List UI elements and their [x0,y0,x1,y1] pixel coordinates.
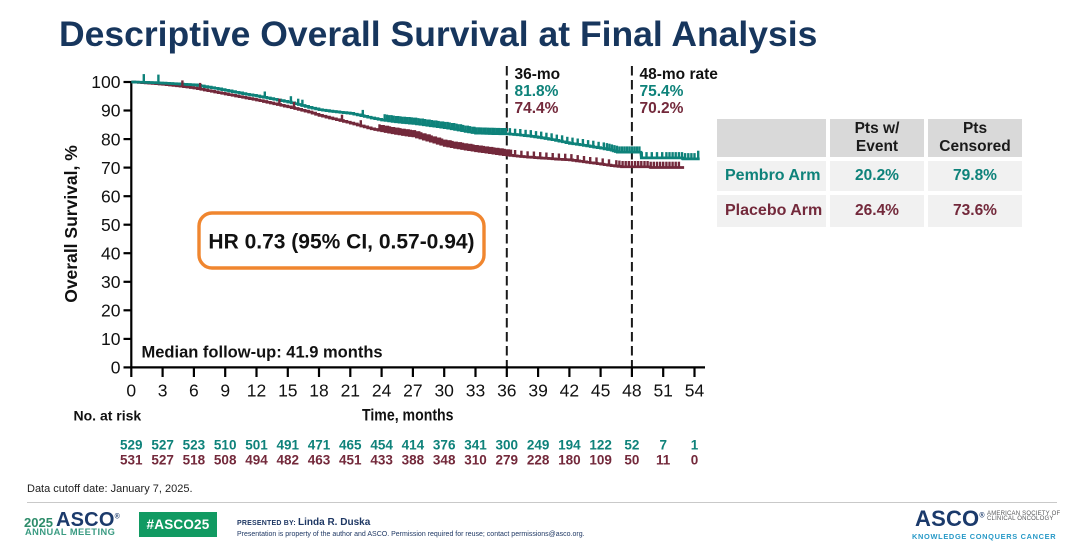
svg-text:30: 30 [434,381,454,401]
svg-text:42: 42 [560,381,579,401]
svg-text:463: 463 [308,453,331,468]
svg-text:388: 388 [402,453,425,468]
svg-text:527: 527 [151,453,174,468]
svg-text:11: 11 [656,453,671,468]
svg-text:48-mo rate: 48-mo rate [640,66,719,83]
svg-text:0: 0 [691,453,699,468]
svg-text:341: 341 [464,438,487,453]
svg-text:50: 50 [624,453,639,468]
svg-text:70.2%: 70.2% [640,100,684,117]
svg-text:7: 7 [659,438,667,453]
svg-text:Overall Survival, %: Overall Survival, % [61,145,81,303]
svg-text:No. at risk: No. at risk [74,408,142,424]
svg-text:36: 36 [497,381,516,401]
svg-text:10: 10 [101,329,121,349]
svg-text:0: 0 [111,358,121,378]
svg-text:454: 454 [370,438,393,453]
svg-text:300: 300 [496,438,519,453]
svg-text:6: 6 [189,381,199,401]
svg-text:54: 54 [685,381,705,401]
svg-text:HR 0.73 (95% CI, 0.57-0.94): HR 0.73 (95% CI, 0.57-0.94) [208,231,474,254]
svg-text:60: 60 [101,186,121,206]
svg-text:74.4%: 74.4% [515,100,559,117]
svg-text:39: 39 [528,381,547,401]
svg-text:36-mo: 36-mo [515,66,561,83]
svg-text:20: 20 [101,301,121,321]
svg-text:100: 100 [91,72,120,92]
svg-text:0: 0 [126,381,136,401]
svg-text:24: 24 [372,381,392,401]
svg-text:433: 433 [370,453,393,468]
svg-text:9: 9 [220,381,230,401]
svg-text:376: 376 [433,438,456,453]
svg-text:414: 414 [402,438,425,453]
svg-text:15: 15 [278,381,297,401]
svg-text:531: 531 [120,453,143,468]
svg-text:491: 491 [277,438,300,453]
svg-text:50: 50 [101,215,121,235]
svg-text:80: 80 [101,129,121,149]
svg-text:523: 523 [183,438,206,453]
svg-text:27: 27 [403,381,422,401]
svg-text:494: 494 [245,453,268,468]
svg-text:510: 510 [214,438,237,453]
svg-text:75.4%: 75.4% [640,83,684,100]
svg-text:52: 52 [624,438,639,453]
svg-text:501: 501 [245,438,268,453]
svg-text:48: 48 [622,381,641,401]
svg-text:40: 40 [101,243,121,263]
svg-text:249: 249 [527,438,550,453]
svg-text:81.8%: 81.8% [515,83,559,100]
svg-text:30: 30 [101,272,121,292]
svg-text:348: 348 [433,453,456,468]
svg-text:1: 1 [691,438,699,453]
svg-text:180: 180 [558,453,581,468]
svg-text:51: 51 [653,381,672,401]
svg-text:527: 527 [151,438,174,453]
svg-text:70: 70 [101,158,121,178]
svg-text:Median follow-up: 41.9 months: Median follow-up: 41.9 months [142,344,383,362]
svg-text:228: 228 [527,453,550,468]
svg-text:465: 465 [339,438,362,453]
svg-text:471: 471 [308,438,331,453]
svg-text:529: 529 [120,438,143,453]
svg-text:21: 21 [341,381,360,401]
svg-text:12: 12 [247,381,266,401]
svg-text:109: 109 [589,453,612,468]
svg-text:279: 279 [496,453,519,468]
svg-text:Time, months: Time, months [362,406,454,425]
svg-text:194: 194 [558,438,581,453]
svg-text:508: 508 [214,453,237,468]
svg-text:18: 18 [309,381,328,401]
svg-text:3: 3 [158,381,168,401]
svg-text:122: 122 [589,438,612,453]
svg-text:310: 310 [464,453,487,468]
svg-text:45: 45 [591,381,610,401]
svg-text:482: 482 [277,453,300,468]
svg-text:33: 33 [466,381,485,401]
svg-text:90: 90 [101,101,121,121]
svg-text:518: 518 [183,453,206,468]
svg-text:451: 451 [339,453,362,468]
